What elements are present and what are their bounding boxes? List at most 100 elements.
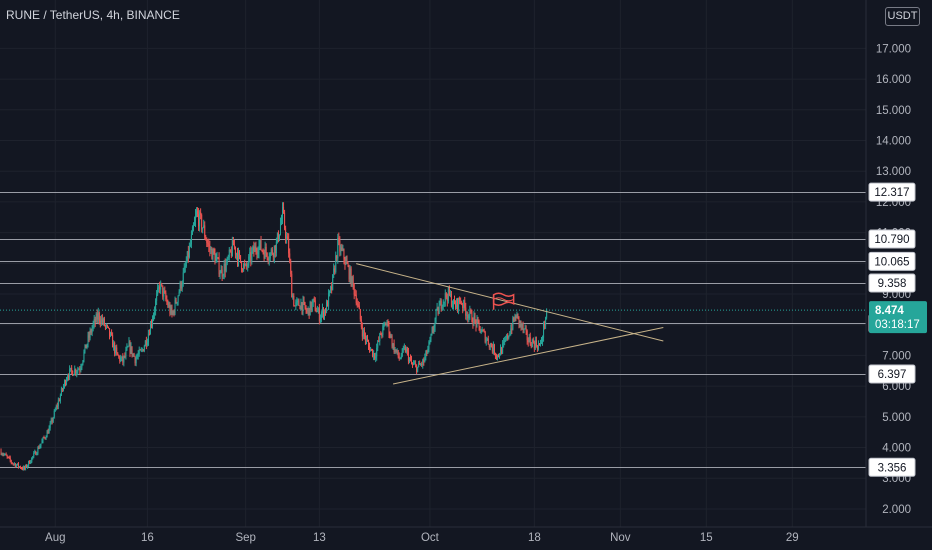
price-tick-label: 4.000 [882, 443, 911, 455]
candle-body [122, 356, 124, 363]
candle-body [525, 328, 527, 331]
candle-body [201, 214, 203, 230]
price-tick-label: 16.000 [876, 74, 911, 86]
candle-body [376, 347, 378, 357]
candle-body [243, 264, 245, 271]
currency-badge[interactable]: USDT [885, 7, 920, 26]
candle-body [253, 246, 255, 252]
candle-body [233, 245, 235, 247]
candle-body [301, 302, 303, 312]
candle-body [164, 290, 166, 293]
candle-body [419, 363, 421, 365]
candle-body [391, 336, 393, 347]
candle-body [466, 315, 468, 317]
candle-body [489, 343, 491, 348]
horizontal-levels[interactable] [0, 192, 866, 468]
candle-body [490, 343, 492, 348]
level-price-label: 10.065 [874, 256, 909, 268]
candle-body [8, 457, 10, 459]
candle-body [129, 341, 131, 353]
candle-body [133, 353, 135, 357]
candle-body [271, 249, 273, 254]
candle-body [229, 249, 231, 252]
candle-body [245, 264, 247, 266]
candle-body [438, 305, 440, 314]
candle-body [522, 324, 524, 330]
candle-body [386, 321, 388, 326]
candle-body [139, 349, 141, 351]
candle-body [189, 244, 191, 247]
candle-body [209, 246, 211, 251]
time-axis[interactable]: Aug 16 Sep 13 Oct 18 Nov 15 29 [45, 532, 799, 544]
candle-body [504, 339, 506, 343]
trendline[interactable] [392, 326, 664, 385]
candle-body [536, 346, 538, 350]
candle-body [50, 419, 52, 424]
candle-body [304, 302, 306, 308]
candle-body [379, 333, 381, 341]
symbol-title[interactable]: RUNE / TetherUS, 4h, BINANCE [6, 8, 180, 22]
candle-body [208, 244, 210, 247]
candle-body [286, 236, 288, 239]
level-price-badge [868, 251, 916, 271]
candle-body [65, 380, 67, 385]
candle-body [289, 253, 291, 261]
candle-body [112, 335, 114, 348]
candle-body [115, 347, 117, 354]
candle-body [127, 346, 129, 348]
candle-body [204, 225, 206, 237]
candle-body [120, 358, 122, 362]
candle-body [446, 297, 448, 302]
candle-body [532, 339, 534, 343]
candle-body [199, 212, 201, 227]
candle-body [73, 374, 75, 376]
candle-body [283, 206, 285, 213]
candle-body [177, 295, 179, 303]
candle-body [287, 236, 289, 240]
candle-body [118, 355, 120, 357]
candle-body [198, 214, 200, 227]
candle-body [216, 257, 218, 259]
candle-body [162, 285, 164, 297]
candle-body [182, 272, 184, 284]
candle-body [484, 331, 486, 343]
level-price-badge [868, 182, 916, 202]
candle-body [54, 409, 56, 411]
candle-body [269, 253, 271, 259]
candle-body [155, 300, 157, 311]
candle-body [262, 250, 264, 253]
candle-body [526, 330, 528, 341]
candle-body [353, 284, 355, 295]
candle-body [49, 423, 51, 428]
candle-body [222, 275, 224, 277]
countdown-label: 03:18:17 [875, 319, 920, 331]
candle-body [443, 301, 445, 303]
candle-body [474, 315, 476, 320]
flag-icon [492, 292, 515, 307]
candle-body [357, 304, 359, 306]
candle-body [294, 305, 296, 307]
candle-body [440, 300, 442, 309]
candle-body [136, 356, 138, 358]
candle-body [321, 308, 323, 314]
candle-body [141, 349, 143, 351]
candle-body [119, 356, 121, 362]
candle-body [344, 259, 346, 265]
candle-body [248, 256, 250, 266]
candle-body [538, 343, 540, 345]
candle-body [383, 324, 385, 326]
candle-body [449, 294, 451, 296]
candle-body [242, 269, 244, 271]
candle-body [546, 310, 548, 318]
candle-body [393, 343, 395, 353]
candle-body [465, 307, 467, 316]
candle-body [138, 349, 140, 355]
candle-body [219, 273, 221, 275]
candle-body [97, 312, 99, 320]
candle-body [516, 313, 518, 319]
candle-body [518, 316, 520, 325]
candle-body [451, 305, 453, 307]
candle-body [480, 332, 482, 334]
candle-body [103, 318, 105, 326]
